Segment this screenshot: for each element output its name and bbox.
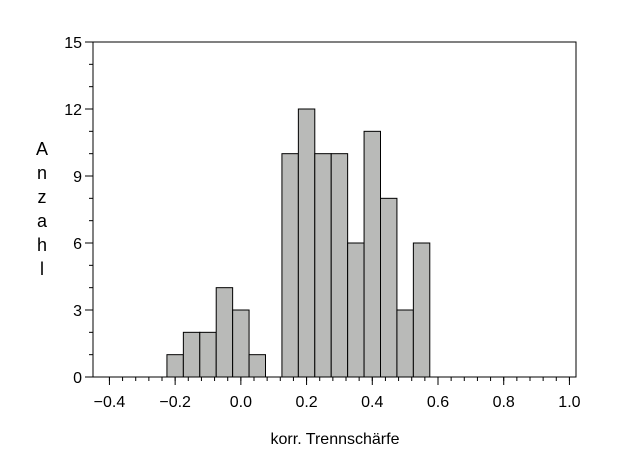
x-tick-label: 1.0 xyxy=(558,394,580,411)
y-tick-label: 6 xyxy=(73,236,82,253)
x-tick-label: 0.4 xyxy=(361,394,383,411)
histogram-bar-0 xyxy=(166,354,184,378)
y-tick-label: 12 xyxy=(64,102,82,119)
y-axis-title-letter: a xyxy=(37,211,48,231)
plot-frame xyxy=(92,41,577,378)
histogram-bar-12 xyxy=(380,197,398,378)
histogram-bar-6 xyxy=(281,153,299,378)
y-tick-label: 0 xyxy=(73,370,82,387)
histogram-bar-2 xyxy=(199,331,217,378)
histogram-bar-5 xyxy=(248,354,267,378)
y-axis-title-letter: z xyxy=(38,187,47,207)
x-tick-label: −0.4 xyxy=(94,394,126,411)
y-axis-title-letter: n xyxy=(37,163,47,183)
y-axis-title-letter: A xyxy=(36,139,48,159)
histogram-bar-1 xyxy=(182,331,201,378)
x-tick-label: 0.2 xyxy=(295,394,317,411)
histogram-bar-14 xyxy=(412,242,431,378)
y-axis: 0 3 6 9 12 15 xyxy=(64,35,93,387)
x-tick-label: 0.0 xyxy=(230,394,252,411)
histogram-bar-4 xyxy=(232,309,250,378)
x-tick-label: 0.6 xyxy=(427,394,449,411)
histogram-bar-7 xyxy=(297,108,316,378)
histogram-bar-10 xyxy=(347,242,365,378)
x-axis-title: korr. Trennschärfe xyxy=(271,431,400,448)
x-tick-label: 0.8 xyxy=(493,394,515,411)
x-axis: −0.4 −0.2 0.0 0.2 0.4 0.6 0.8 1.0 xyxy=(94,377,581,411)
histogram-bar-11 xyxy=(363,130,382,378)
y-tick-label: 15 xyxy=(64,35,82,52)
histogram-bar-13 xyxy=(396,309,414,378)
y-tick-label: 3 xyxy=(73,303,82,320)
y-axis-title-letter: h xyxy=(37,235,47,255)
histogram-bar-3 xyxy=(215,287,234,378)
histogram-bar-8 xyxy=(314,153,332,378)
histogram-bar-9 xyxy=(330,153,349,378)
x-tick-label: −0.2 xyxy=(159,394,191,411)
y-tick-label: 9 xyxy=(73,169,82,186)
y-axis-title-letter: l xyxy=(40,259,44,279)
